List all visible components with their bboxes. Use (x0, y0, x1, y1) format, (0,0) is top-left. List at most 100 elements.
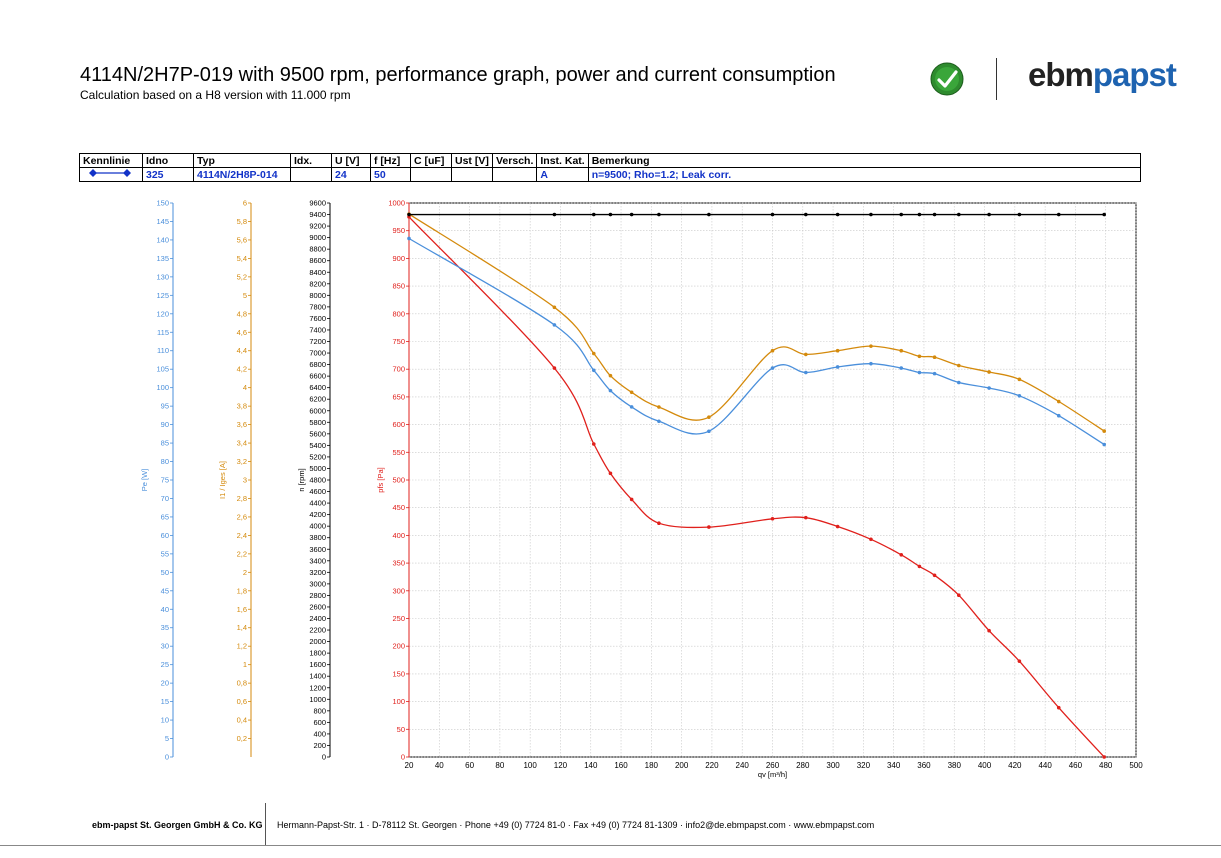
greentech-badge-icon (930, 62, 964, 96)
speed-tick-label: 4800 (309, 476, 326, 485)
series-speed-point (804, 212, 808, 217)
series-power-point (987, 386, 991, 390)
power-tick-label: 130 (156, 272, 169, 281)
power-tick-label: 100 (156, 383, 169, 392)
current-tick-label: 1,8 (237, 586, 247, 595)
speed-tick-label: 600 (313, 718, 326, 727)
value-u: 24 (331, 167, 371, 182)
x-tick-label: 500 (1129, 761, 1143, 770)
series-current-point (899, 348, 904, 353)
current-tick-label: 2,2 (237, 549, 247, 558)
power-tick-label: 65 (161, 512, 169, 521)
speed-tick-label: 4400 (309, 499, 326, 508)
series-current-point (1017, 377, 1022, 382)
power-tick-label: 0 (165, 753, 169, 762)
x-tick-label: 140 (584, 761, 598, 770)
x-tick-label: 200 (675, 761, 689, 770)
power-tick-label: 110 (157, 346, 169, 355)
speed-tick-label: 5600 (309, 429, 326, 438)
series-current-point (932, 355, 937, 359)
power-axis-label: Pe [W] (140, 469, 149, 492)
speed-tick-label: 9600 (309, 199, 326, 208)
series-pfs-point (1102, 755, 1106, 759)
series-pfs-point (899, 552, 904, 557)
current-tick-label: 1,4 (237, 623, 247, 632)
speed-tick-label: 6800 (309, 360, 326, 369)
speed-tick-label: 1400 (309, 672, 326, 681)
footer-company: ebm-papst St. Georgen GmbH & Co. KG (92, 820, 263, 830)
current-tick-label: 0,4 (237, 716, 247, 725)
legend-line-diamond-icon (89, 169, 131, 177)
pfs-tick-label: 250 (392, 614, 405, 623)
series-current-point (917, 354, 922, 359)
series-pfs-point (804, 515, 808, 520)
speed-tick-label: 3400 (309, 556, 326, 565)
x-tick-label: 180 (645, 761, 659, 770)
speed-tick-label: 8600 (309, 256, 326, 265)
current-tick-label: 5,4 (237, 254, 247, 263)
pfs-tick-label: 0 (401, 753, 405, 762)
power-tick-label: 90 (161, 420, 169, 429)
x-tick-label: 460 (1069, 761, 1083, 770)
page-title: 4114N/2H7P-019 with 9500 rpm, performanc… (80, 64, 836, 86)
x-tick-label: 440 (1038, 761, 1052, 770)
speed-tick-label: 2000 (309, 637, 326, 646)
header-ust: Ust [V] (451, 153, 493, 168)
ebmpapst-logo: ebmpapst (1028, 56, 1177, 93)
series-pfs-point (591, 442, 596, 446)
speed-tick-label: 6600 (309, 372, 326, 381)
series-power-point (552, 323, 557, 327)
series-current-point (707, 415, 711, 420)
current-tick-label: 3,4 (237, 439, 247, 448)
power-tick-label: 50 (161, 568, 169, 577)
series-speed-point (591, 212, 596, 217)
speed-tick-label: 8800 (309, 245, 326, 254)
current-tick-label: 1 (243, 660, 247, 669)
current-tick-label: 1,2 (237, 642, 247, 651)
value-f: 50 (370, 167, 411, 182)
power-tick-label: 20 (161, 679, 169, 688)
x-axis-label: qv [m³/h] (758, 770, 787, 779)
current-tick-label: 3,6 (237, 420, 247, 429)
current-axis-label: I1 / Iges [A] (218, 461, 227, 499)
series-power-line (408, 237, 1105, 446)
series-current-point (1102, 429, 1106, 433)
page-subtitle: Calculation based on a H8 version with 1… (80, 88, 351, 102)
series-pfs-point (629, 497, 634, 502)
speed-tick-label: 3200 (309, 568, 326, 577)
performance-chart: 20 40 60 80 100 120 140 160 180 200 220 240 260 280 30… (140, 199, 1143, 780)
series-pfs-point (707, 525, 711, 529)
current-tick-label: 3,2 (237, 457, 247, 466)
series-pfs-point (987, 628, 991, 633)
speed-tick-label: 200 (313, 741, 326, 750)
x-tick-label: 480 (1099, 761, 1113, 770)
pfs-tick-label: 450 (392, 503, 405, 512)
x-tick-label: 420 (1008, 761, 1022, 770)
series-current-point (835, 348, 840, 353)
power-tick-label: 105 (156, 365, 169, 374)
legend-marker-cell (79, 167, 143, 182)
series-power-point (1017, 393, 1022, 398)
footer-divider (265, 803, 266, 845)
speed-tick-label: 6000 (309, 406, 326, 415)
value-inst-kat: A (536, 167, 589, 182)
header-inst-kat: Inst. Kat. (536, 153, 589, 168)
fan-info-table: Kennlinie Idno Typ Idx. U [V] f [Hz] C [… (79, 153, 1142, 182)
series-current-point (629, 390, 634, 395)
series-pfs-point (552, 366, 557, 370)
pfs-tick-label: 100 (392, 697, 405, 706)
speed-tick-label: 7600 (309, 314, 326, 323)
current-tick-label: 6 (243, 199, 247, 208)
power-tick-label: 150 (156, 199, 169, 208)
pfs-tick-label: 650 (392, 392, 405, 401)
speed-tick-label: 6400 (309, 383, 326, 392)
series-pfs-point (835, 524, 840, 529)
speed-tick-label: 4000 (309, 522, 326, 531)
current-tick-label: 4,2 (237, 365, 247, 374)
series-power-point (629, 405, 634, 409)
series-speed-point (1056, 212, 1061, 217)
pfs-tick-label: 800 (392, 309, 405, 318)
series-current-point (657, 405, 661, 409)
speed-tick-label: 8400 (309, 268, 326, 277)
current-tick-label: 0,8 (237, 679, 247, 688)
